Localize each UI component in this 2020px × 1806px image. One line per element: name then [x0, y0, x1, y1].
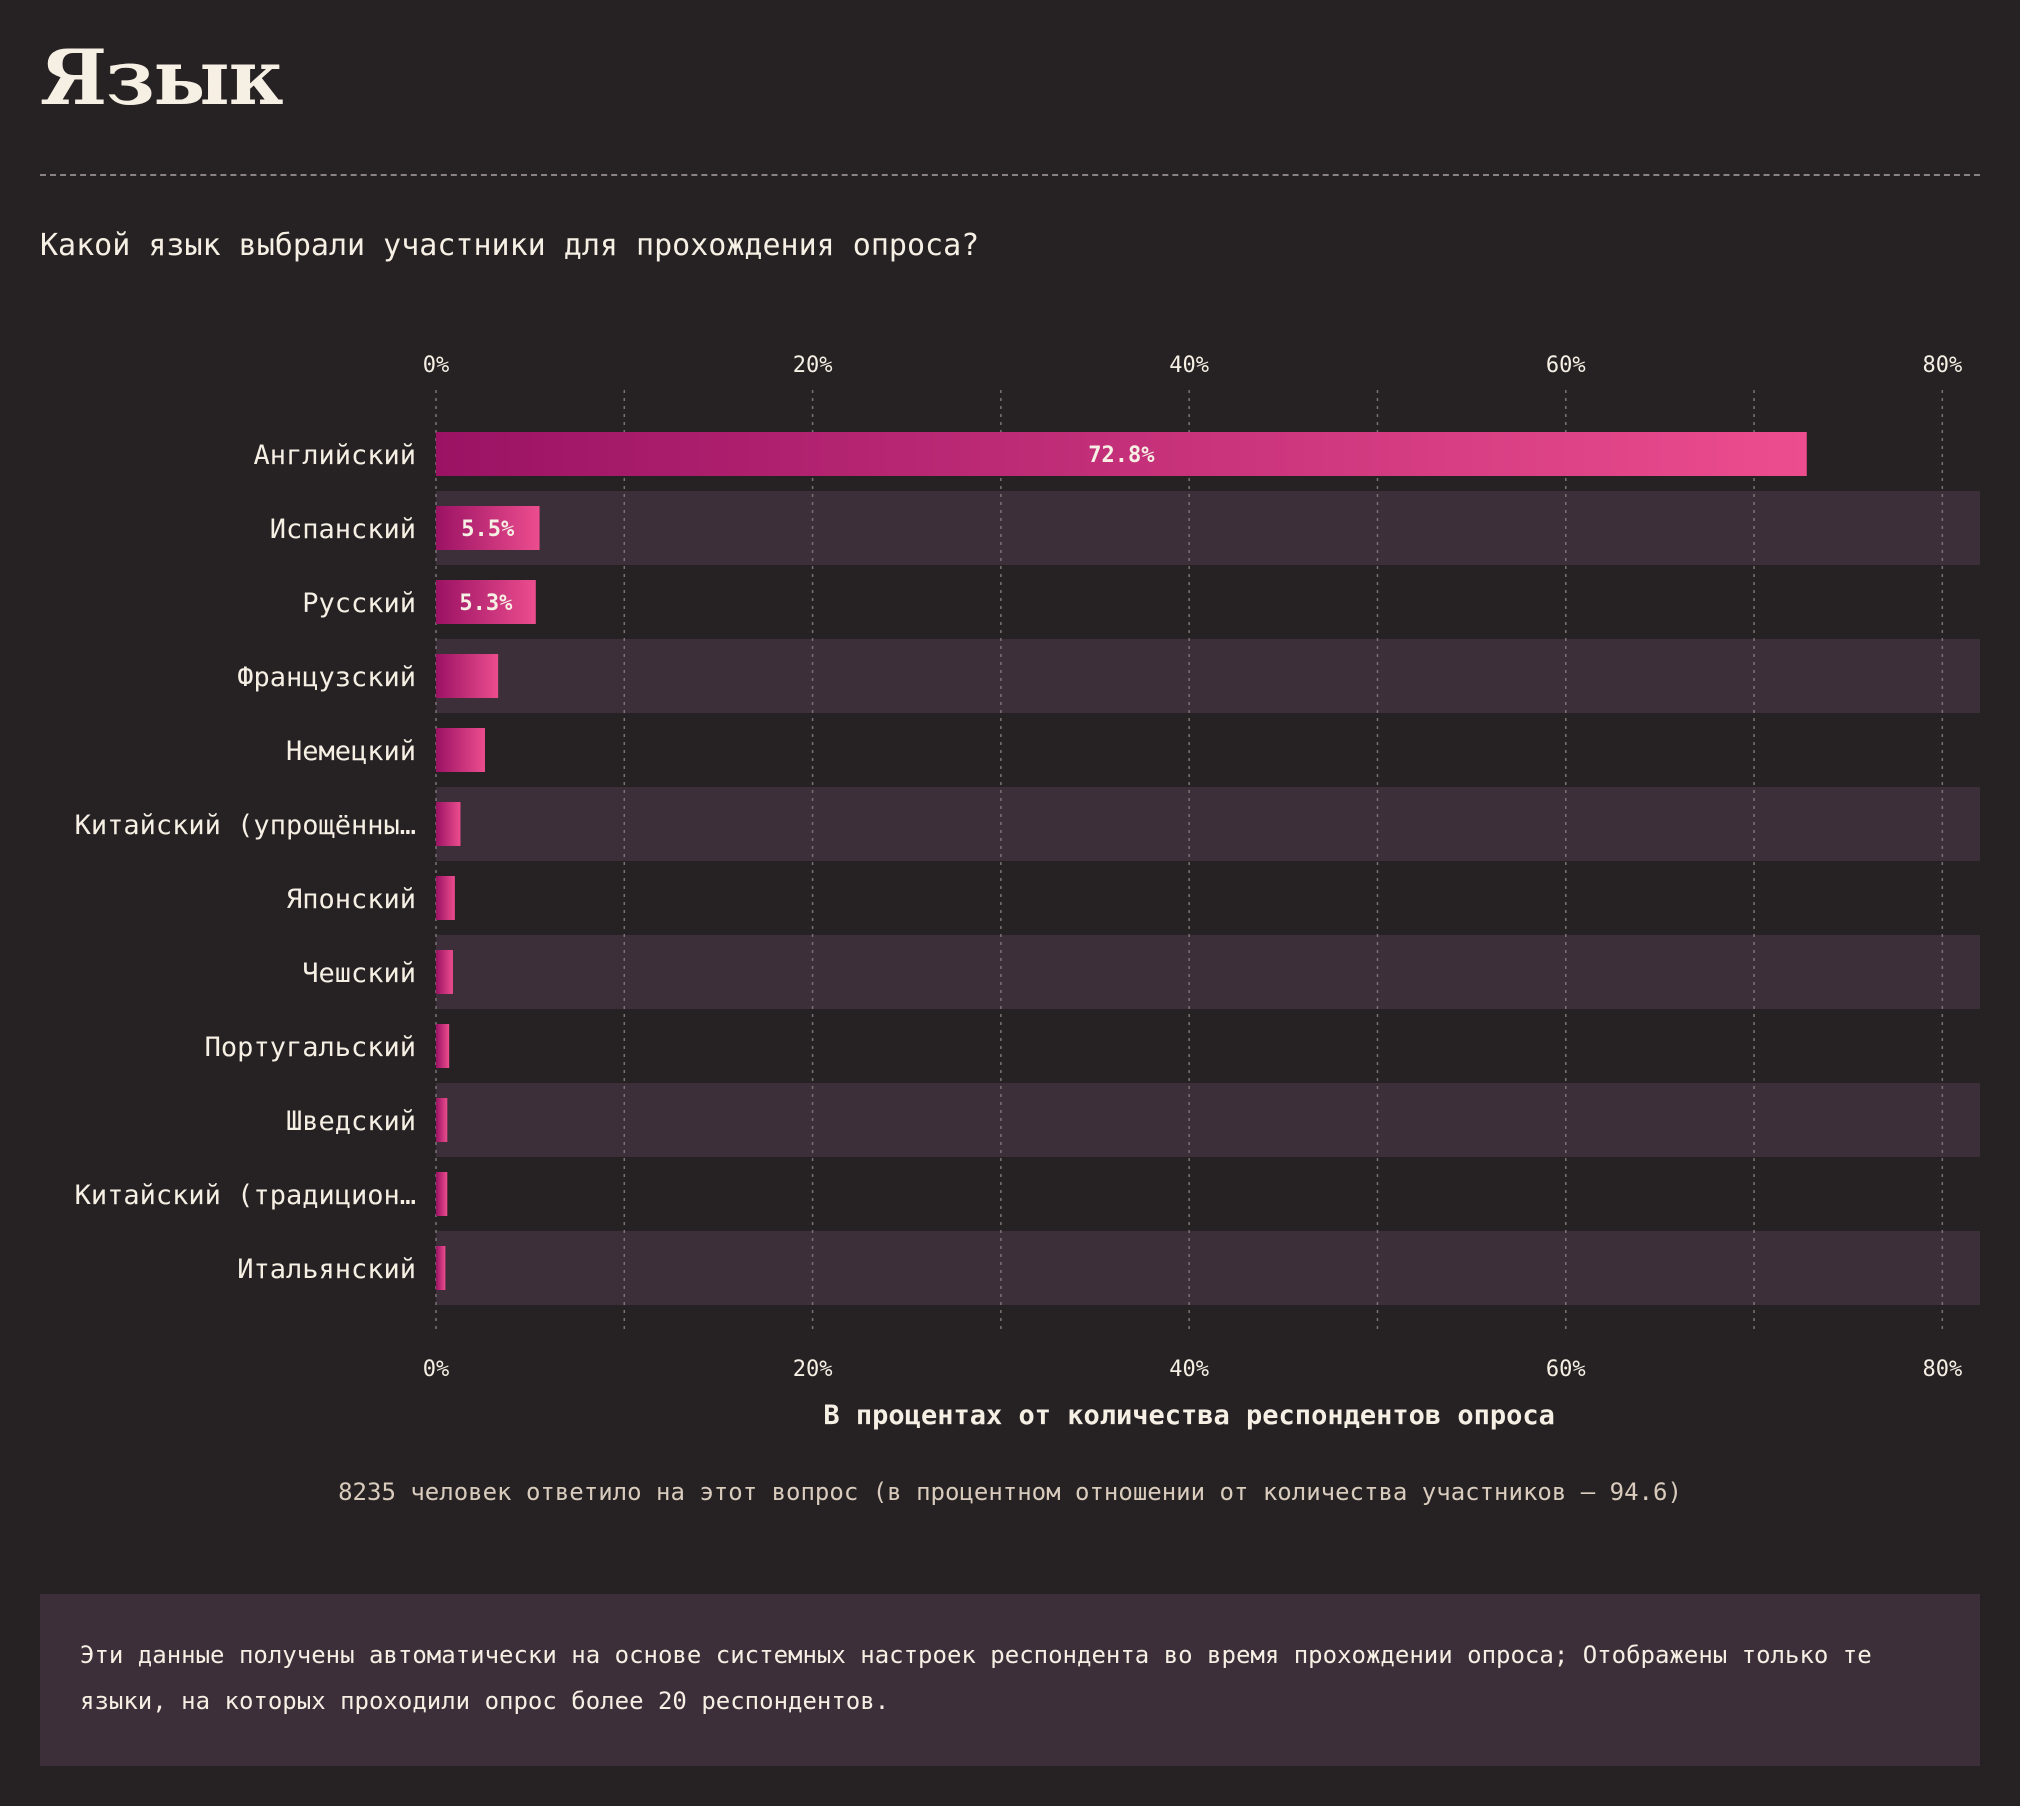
category-label: Испанский — [270, 514, 416, 545]
bar — [436, 1246, 446, 1290]
row-bands — [436, 491, 1980, 1305]
top-tick-label: 0% — [423, 353, 450, 378]
top-tick-labels: 0% 20% 40% 60% 80% — [423, 353, 1962, 378]
bottom-tick-label: 60% — [1546, 1357, 1586, 1382]
data-note: Эти данные получены автоматически на осн… — [40, 1594, 1980, 1766]
bottom-tick-label: 0% — [423, 1357, 450, 1382]
bar — [436, 506, 540, 550]
category-label: Шведский — [286, 1106, 416, 1137]
bar — [436, 654, 499, 698]
top-tick-label: 40% — [1169, 353, 1209, 378]
bottom-tick-label: 40% — [1169, 1357, 1209, 1382]
category-label: Китайский (традицион… — [75, 1180, 416, 1211]
row-band — [436, 639, 1980, 713]
row-band — [436, 1083, 1980, 1157]
top-tick-label: 60% — [1546, 353, 1586, 378]
row-band — [436, 1231, 1980, 1305]
bar — [436, 1098, 448, 1142]
category-label: Английский — [253, 440, 416, 471]
bars — [436, 432, 1807, 1290]
row-band — [436, 935, 1980, 1009]
page-title: Язык — [40, 33, 284, 122]
bar-chart: 0% 20% 40% 60% 80% 0% 20% 40% 60% 80% Английский… — [75, 353, 1980, 1431]
row-band — [436, 787, 1980, 861]
category-label: Чешский — [302, 958, 416, 989]
bottom-tick-labels: 0% 20% 40% 60% 80% — [423, 1357, 1962, 1382]
bar — [436, 1024, 450, 1068]
bar — [436, 432, 1807, 476]
data-labels: 72.8% 5.5% 5.3% — [459, 443, 1155, 616]
bar — [436, 580, 536, 624]
title-divider — [40, 174, 1980, 176]
category-labels: Английский Испанский Русский Французский Нем… — [75, 440, 416, 1285]
bar — [436, 876, 455, 920]
category-label: Китайский (упрощённы… — [75, 810, 416, 841]
bar — [436, 1172, 448, 1216]
bar — [436, 802, 461, 846]
data-label: 72.8% — [1088, 443, 1155, 468]
category-label: Русский — [302, 588, 416, 619]
row-band — [436, 491, 1980, 565]
bottom-tick-label: 80% — [1922, 1357, 1962, 1382]
bar — [436, 950, 453, 994]
bottom-tick-label: 20% — [793, 1357, 833, 1382]
category-label: Японский — [286, 884, 416, 915]
respondents-count: 8235 человек ответило на этот вопрос (в … — [338, 1478, 1682, 1506]
category-label: Немецкий — [286, 736, 416, 767]
data-label: 5.5% — [461, 517, 515, 542]
category-label: Итальянский — [237, 1254, 416, 1285]
top-tick-label: 80% — [1922, 353, 1962, 378]
x-axis-title: В процентах от количества респондентов о… — [823, 1400, 1555, 1431]
top-tick-label: 20% — [793, 353, 833, 378]
question-text: Какой язык выбрали участники для прохожд… — [40, 228, 980, 263]
bar — [436, 728, 485, 772]
data-label: 5.3% — [459, 591, 513, 616]
category-label: Французский — [237, 662, 416, 693]
category-label: Португальский — [205, 1032, 416, 1063]
